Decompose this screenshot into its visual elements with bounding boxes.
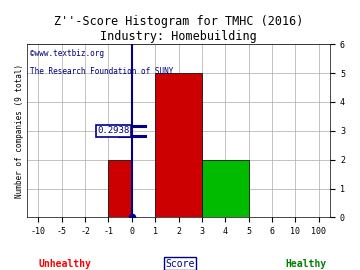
Text: The Research Foundation of SUNY: The Research Foundation of SUNY [30, 67, 173, 76]
Title: Z''-Score Histogram for TMHC (2016)
Industry: Homebuilding: Z''-Score Histogram for TMHC (2016) Indu… [54, 15, 303, 43]
Bar [108, 160, 132, 217]
Text: Score: Score [165, 259, 195, 269]
Text: Healthy: Healthy [285, 259, 327, 269]
Bar [202, 160, 248, 217]
Y-axis label: Number of companies (9 total): Number of companies (9 total) [15, 64, 24, 198]
Bar [155, 73, 202, 217]
Text: Unhealthy: Unhealthy [39, 259, 91, 269]
Text: ©www.textbiz.org: ©www.textbiz.org [30, 49, 104, 58]
Text: 0.2938: 0.2938 [98, 126, 130, 135]
